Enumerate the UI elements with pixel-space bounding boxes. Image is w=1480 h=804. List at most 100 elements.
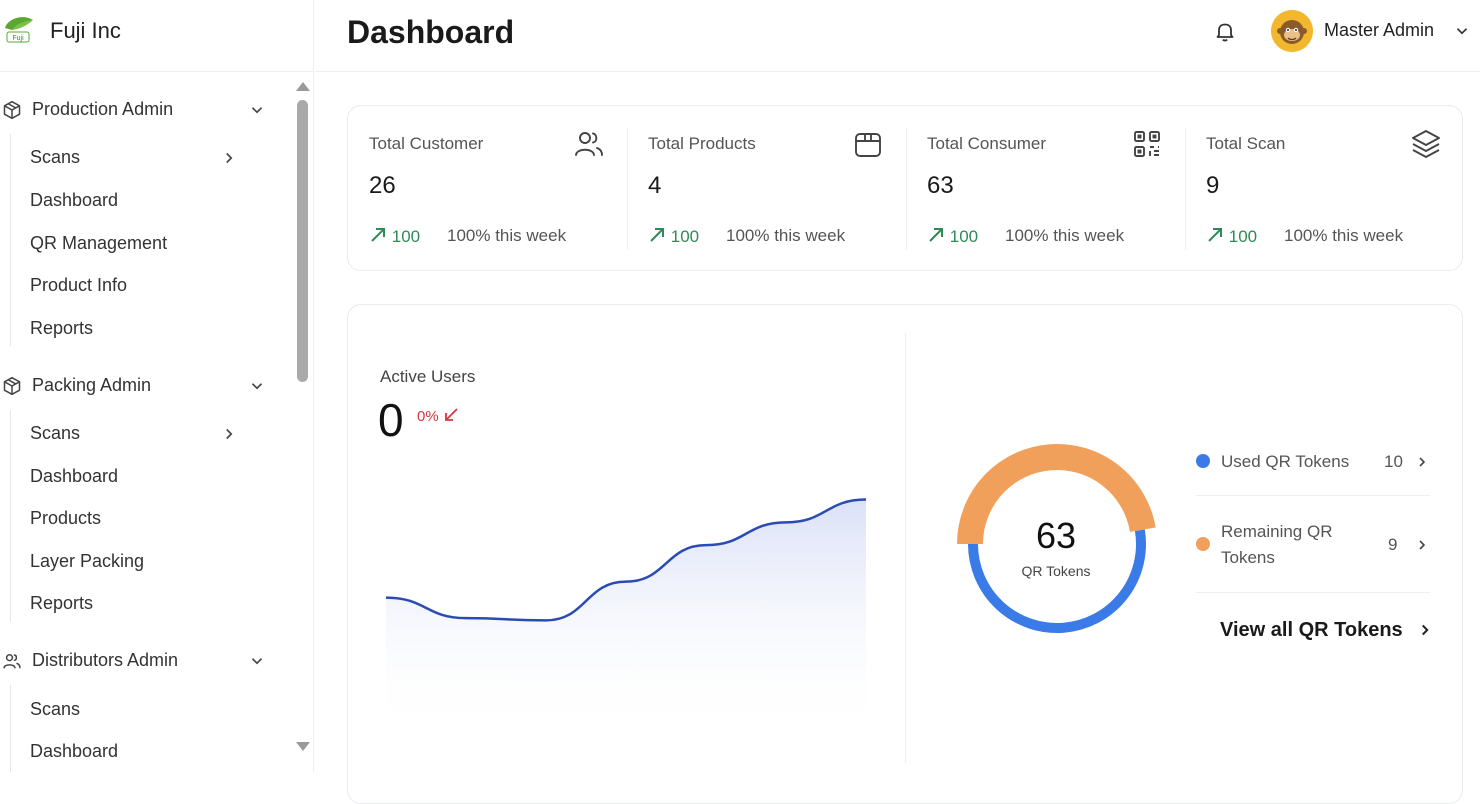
stat-trend: 100 — [1206, 226, 1257, 247]
avatar[interactable] — [1271, 10, 1313, 52]
sidebar-item-packing-dashboard[interactable]: Dashboard — [30, 460, 260, 494]
sidebar-nav: Production Admin Scans Dashboard QR Mana… — [0, 72, 290, 772]
top-bar: Dashboard Master Admin — [315, 0, 1480, 72]
trend-up-icon — [1208, 228, 1222, 242]
layers-icon — [1412, 130, 1440, 158]
brand-logo-icon: Fuji — [5, 17, 33, 43]
sidebar-group-label: Packing Admin — [32, 375, 152, 395]
active-users-label: Active Users — [380, 367, 476, 386]
stat-trend: 100 — [648, 226, 699, 247]
sidebar-item-distributors-dashboard[interactable]: Dashboard — [30, 735, 260, 769]
active-users-delta: 0% — [417, 407, 459, 425]
chevron-right-icon — [1419, 540, 1426, 550]
trend-up-icon — [929, 228, 943, 242]
stat-value: 9 — [1206, 172, 1220, 199]
sidebar-item-label: Scans — [30, 699, 81, 719]
sidebar-group-label: Production Admin — [32, 99, 174, 119]
qr-tokens-total: 63 — [1035, 515, 1077, 556]
user-name[interactable]: Master Admin — [1324, 20, 1435, 40]
stat-label: Total Consumer — [927, 134, 1047, 153]
sidebar-item-label: QR Management — [30, 233, 168, 253]
stat-divider — [1185, 128, 1186, 250]
stat-value: 26 — [369, 172, 396, 199]
sidebar-item-product-info[interactable]: Product Info — [30, 269, 260, 303]
scrollbar-thumb[interactable] — [297, 100, 308, 382]
sidebar-group-distributors-admin[interactable]: Distributors Admin — [0, 643, 290, 679]
stat-trend: 100 — [927, 226, 978, 247]
brand-name: Fuji Inc — [50, 18, 121, 43]
sidebar-guide-line — [10, 685, 11, 772]
stat-total-customer: Total Customer 26 100 100% this week — [348, 106, 627, 272]
legend-used-qr-tokens[interactable]: Used QR Tokens 10 — [1196, 447, 1432, 477]
trend-down-icon — [444, 408, 458, 421]
stat-trend-value: 100 — [1228, 227, 1258, 246]
legend-label: Remaining QR — [1221, 522, 1333, 541]
chevron-down-icon[interactable] — [1453, 22, 1471, 40]
stat-label: Total Customer — [369, 134, 484, 153]
chevron-right-icon — [226, 152, 233, 164]
scroll-down-arrow[interactable] — [296, 742, 310, 751]
active-users-delta-value: 0% — [417, 408, 439, 425]
sidebar-item-production-scans[interactable]: Scans — [30, 141, 260, 175]
active-users-value: 0 — [378, 394, 404, 446]
stat-period: 100% this week — [1284, 226, 1404, 245]
page-title: Dashboard — [347, 14, 515, 50]
chevron-down-icon — [251, 383, 263, 390]
chevron-right-icon — [226, 428, 233, 440]
scroll-up-arrow[interactable] — [296, 82, 310, 91]
sidebar-item-label: Reports — [30, 593, 94, 613]
package-icon — [855, 133, 881, 157]
view-all-qr-tokens-link[interactable]: View all QR Tokens — [1220, 619, 1403, 641]
stat-trend-value: 100 — [391, 227, 421, 246]
legend-separator — [1196, 592, 1430, 593]
chevron-down-icon — [251, 658, 263, 665]
sidebar-item-label: Scans — [30, 423, 81, 443]
users-icon — [575, 132, 603, 156]
sidebar-guide-line — [10, 410, 11, 622]
sidebar-item-layer-packing[interactable]: Layer Packing — [30, 545, 260, 579]
chevron-right-icon — [1419, 457, 1426, 467]
sidebar-item-packing-scans[interactable]: Scans — [30, 417, 260, 451]
panel-divider — [905, 333, 906, 763]
sidebar: Fuji Fuji Inc Production Admin Scans Das… — [0, 0, 314, 772]
box-icon — [3, 376, 21, 396]
sidebar-item-label: Dashboard — [30, 466, 119, 486]
sidebar-guide-line — [10, 134, 11, 346]
sidebar-item-label: Product Info — [30, 275, 128, 295]
chart-series-line — [385, 498, 867, 622]
donut-slice-remaining — [957, 444, 1156, 545]
stat-total-scan: Total Scan 9 100 100% this week — [1185, 106, 1464, 272]
qr-tokens-donut-chart — [957, 444, 1156, 633]
sidebar-item-label: Products — [30, 508, 102, 528]
trend-up-icon — [650, 228, 664, 242]
qr-code-icon — [1134, 131, 1160, 157]
stat-label: Total Scan — [1206, 134, 1286, 153]
stat-trend: 100 — [369, 226, 420, 247]
active-users-chart — [385, 498, 867, 735]
chevron-down-icon — [251, 107, 263, 114]
sidebar-item-packing-reports[interactable]: Reports — [30, 587, 260, 621]
stat-trend-value: 100 — [670, 227, 700, 246]
sidebar-item-distributors-scans[interactable]: Scans — [30, 693, 260, 727]
sidebar-item-production-reports[interactable]: Reports — [30, 312, 260, 346]
sidebar-item-qr-management[interactable]: QR Management — [30, 227, 260, 261]
users-icon — [3, 654, 21, 669]
brand[interactable]: Fuji Fuji Inc — [0, 0, 314, 72]
legend-label: Used QR Tokens — [1221, 452, 1350, 471]
chevron-right-icon[interactable] — [1416, 621, 1434, 639]
sidebar-group-production-admin[interactable]: Production Admin — [0, 92, 290, 128]
stat-period: 100% this week — [1005, 226, 1125, 245]
sidebar-item-label: Dashboard — [30, 741, 119, 761]
stat-divider — [627, 128, 628, 250]
legend-label-line2: Tokens — [1221, 548, 1275, 567]
sidebar-group-packing-admin[interactable]: Packing Admin — [0, 368, 290, 404]
sidebar-item-label: Layer Packing — [30, 551, 145, 571]
legend-remaining-qr-tokens[interactable]: Remaining QR Tokens 9 — [1196, 519, 1432, 571]
bell-icon[interactable] — [1213, 20, 1237, 44]
stat-value: 63 — [927, 172, 954, 199]
legend-dot-remaining — [1196, 537, 1210, 551]
sidebar-item-production-dashboard[interactable]: Dashboard — [30, 184, 260, 218]
sidebar-group-label: Distributors Admin — [32, 650, 179, 670]
sidebar-item-products[interactable]: Products — [30, 502, 260, 536]
sidebar-item-label: Scans — [30, 147, 81, 167]
